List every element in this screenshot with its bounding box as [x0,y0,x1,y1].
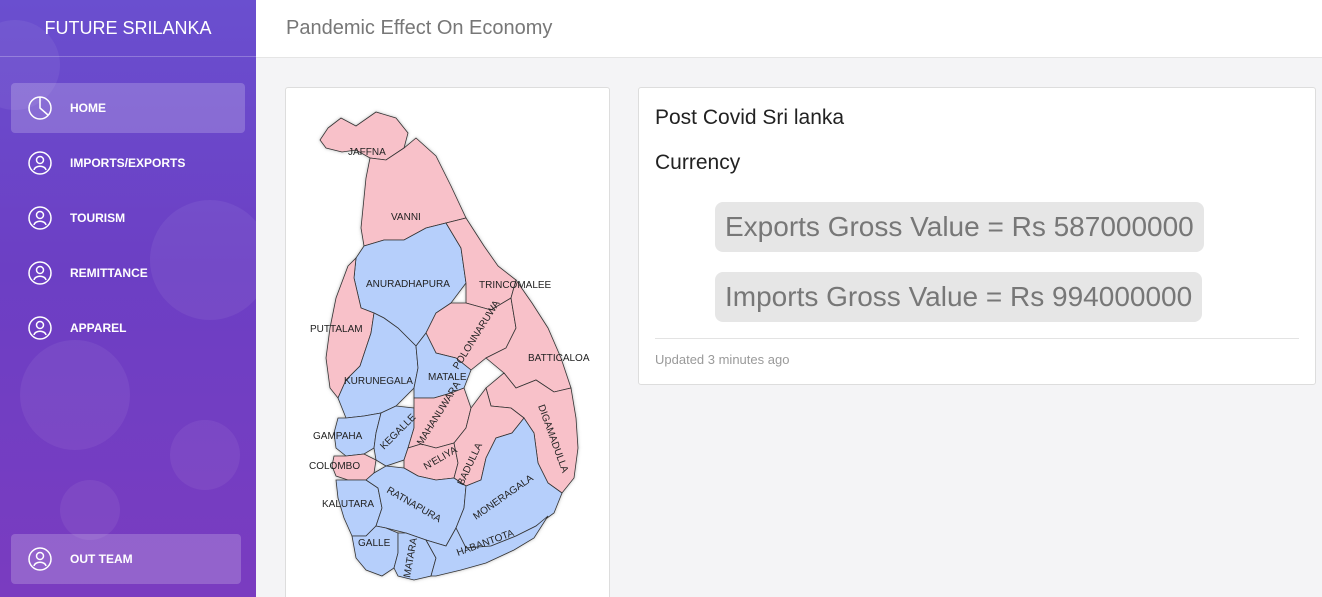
sidebar: FUTURE SRILANKA HOME IMPORTS/EXPORTS TOU… [0,0,256,597]
district-hambantota[interactable] [425,515,549,577]
sidebar-item-label: TOURISM [70,211,126,225]
user-icon [27,260,53,286]
sidebar-item-remittance[interactable]: REMITTANCE [11,248,245,298]
map-label: PUTTALAM [310,324,363,335]
sidebar-nav: HOME IMPORTS/EXPORTS TOURISM REMITTANCE … [0,57,256,353]
sidebar-item-label: APPAREL [70,321,127,335]
sidebar-item-apparel[interactable]: APPAREL [11,303,245,353]
card-subtitle: Currency [655,151,741,174]
map-card: JAFFNA VANNI ANURADHAPURA TRINCOMALEE PU… [285,87,610,597]
district-matara[interactable] [393,532,437,581]
map-label: KURUNEGALA [344,376,413,387]
top-bar: Pandemic Effect On Economy [256,0,1322,58]
exports-value-badge: Exports Gross Value = Rs 587000000 [715,202,1204,252]
sidebar-item-tourism[interactable]: TOURISM [11,193,245,243]
brand-title: FUTURE SRILANKA [0,0,256,57]
pie-chart-icon [27,95,53,121]
sri-lanka-map: JAFFNA VANNI ANURADHAPURA TRINCOMALEE PU… [309,111,590,581]
map-label: GAMPAHA [313,431,363,442]
map-label: ANURADHAPURA [366,279,450,290]
map-label: MATALE [428,372,467,383]
user-icon [27,546,53,572]
user-icon [27,315,53,341]
sidebar-item-label: IMPORTS/EXPORTS [70,156,186,170]
map-label: COLOMBO [309,461,360,472]
updated-timestamp: Updated 3 minutes ago [655,352,790,367]
sidebar-item-label: HOME [70,101,106,115]
divider [655,338,1299,339]
user-icon [27,150,53,176]
info-card: Post Covid Sri lanka Currency Exports Gr… [638,87,1316,385]
card-title: Post Covid Sri lanka [655,106,845,129]
map-label: TRINCOMALEE [479,280,552,291]
map-label: BATTICALOA [528,353,590,364]
map-label: JAFFNA [348,147,386,158]
map-label: GALLE [358,538,391,549]
sidebar-item-our-team[interactable]: OUT TEAM [11,534,241,584]
sidebar-item-label: REMITTANCE [70,266,148,280]
sidebar-item-imports-exports[interactable]: IMPORTS/EXPORTS [11,138,245,188]
user-icon [27,205,53,231]
sidebar-item-home[interactable]: HOME [11,83,245,133]
map-label: VANNI [391,212,421,223]
map-label: KALUTARA [322,499,374,510]
page-title: Pandemic Effect On Economy [286,17,553,39]
imports-value-badge: Imports Gross Value = Rs 994000000 [715,272,1203,322]
sidebar-item-label: OUT TEAM [70,552,133,566]
